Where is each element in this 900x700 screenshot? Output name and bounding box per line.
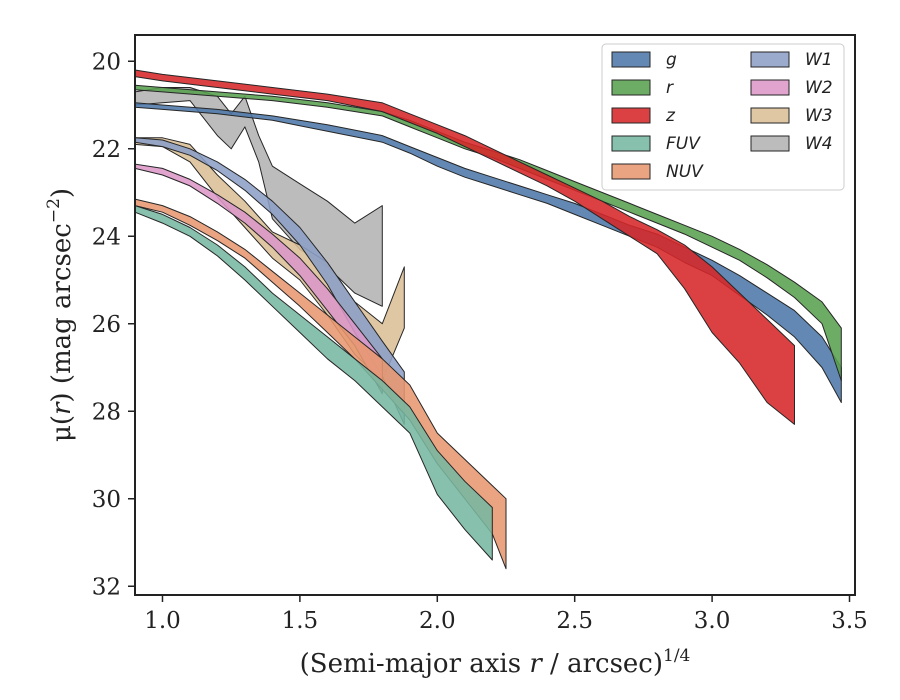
legend-swatch-r — [611, 79, 651, 96]
y-axis-label-main: μ( — [47, 415, 77, 442]
x-tick-label: 1.0 — [144, 608, 181, 634]
band-g — [134, 102, 842, 403]
legend-swatch-fuv — [611, 135, 651, 152]
x-axis-label: (Semi-major axis r / arcsec)1/4 — [300, 646, 691, 679]
x-tick-label: 3.5 — [831, 608, 868, 634]
y-tick-label: 30 — [92, 487, 121, 513]
legend-label-r: r — [666, 78, 674, 98]
y-axis-label-sup: −2 — [44, 198, 64, 223]
band-fuv — [134, 205, 493, 561]
plot-frame — [134, 34, 856, 596]
legend-swatch-w3 — [750, 107, 790, 124]
x-tick-label: 1.5 — [282, 608, 319, 634]
data-bands — [134, 69, 842, 570]
legend-swatch-nuv — [611, 163, 651, 180]
legend-swatch-w2 — [750, 79, 790, 96]
x-axis-ticks: 1.0 1.5 2.0 2.5 3.0 3.5 — [144, 595, 868, 634]
legend-label-fuv: FUV — [666, 134, 701, 154]
x-axis-label-var: r — [529, 649, 543, 679]
y-tick-label: 32 — [92, 574, 121, 600]
band-z — [134, 69, 795, 425]
legend-swatch-g — [611, 51, 651, 68]
y-tick-label: 28 — [92, 399, 121, 425]
y-tick-label: 26 — [92, 312, 121, 338]
x-tick-label: 2.0 — [419, 608, 456, 634]
x-tick-label: 2.5 — [556, 608, 593, 634]
y-axis-label-var: r — [47, 401, 77, 415]
legend: grz FUV NUV W1 W2 W3 W4 — [601, 43, 845, 191]
band-nuv — [134, 198, 507, 570]
legend-label-z: z — [665, 106, 676, 126]
x-axis-label-sup: 1/4 — [663, 646, 690, 666]
legend-label-g: g — [666, 50, 677, 70]
x-tick-label: 3.0 — [694, 608, 731, 634]
y-axis-ticks: 20 22 24 26 28 30 32 — [92, 49, 135, 600]
legend-swatch-w4 — [750, 135, 790, 152]
legend-label-w2: W2 — [805, 78, 833, 98]
y-tick-label: 22 — [92, 137, 121, 163]
y-axis-label-close: ) — [47, 188, 77, 198]
y-tick-label: 24 — [92, 224, 121, 250]
y-tick-label: 20 — [92, 49, 121, 75]
legend-swatch-w1 — [750, 51, 790, 68]
legend-label-w4: W4 — [805, 134, 833, 154]
legend-label-w3: W3 — [805, 106, 833, 126]
legend-swatch-z — [611, 107, 651, 124]
legend-label-nuv: NUV — [666, 162, 704, 182]
legend-label-w1: W1 — [805, 50, 833, 70]
y-axis-label-tail: ) (mag arcsec — [47, 223, 77, 402]
x-axis-label-tail: / arcsec) — [542, 649, 663, 679]
y-axis-label: μ(r) (mag arcsec−2) — [44, 188, 77, 442]
x-axis-label-main: (Semi-major axis — [300, 649, 530, 679]
